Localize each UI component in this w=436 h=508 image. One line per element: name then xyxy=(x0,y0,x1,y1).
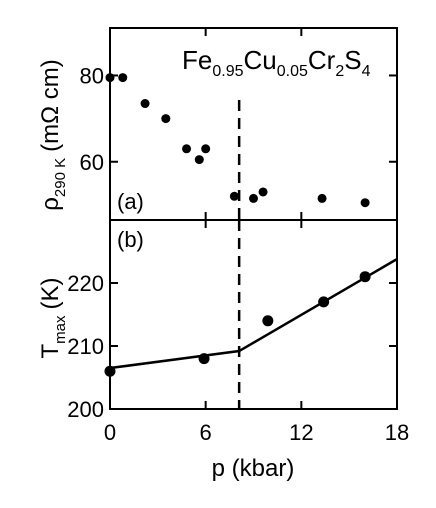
formula-subscript: 4 xyxy=(362,63,371,80)
data-point-a-8 xyxy=(249,193,258,203)
data-point-a-4 xyxy=(182,144,192,154)
ylabel-unit: (mΩ cm) xyxy=(37,59,64,152)
plot-marks-layer xyxy=(104,73,371,377)
formula-element: Fe xyxy=(182,45,212,75)
formula-element: Cu xyxy=(243,45,276,75)
ylabel-symbol: T xyxy=(37,344,64,359)
formula-element: S xyxy=(344,45,361,75)
formula-subscript: 2 xyxy=(335,63,344,80)
formula-subscript: 0.05 xyxy=(277,63,308,80)
y-tick-label-b: 200 xyxy=(67,397,104,422)
ylabel-subscript: max xyxy=(52,315,69,344)
data-point-a-2 xyxy=(140,99,150,109)
ylabel-symbol: ρ xyxy=(37,197,64,211)
data-point-b-2 xyxy=(262,315,274,327)
formula-subscript: 0.95 xyxy=(212,63,243,80)
y-tick-label-a: 80 xyxy=(80,63,104,88)
plot-lines-layer xyxy=(109,100,398,409)
data-point-a-6 xyxy=(201,144,211,154)
x-axis-label: p (kbar) xyxy=(212,455,295,482)
panel-b-frame xyxy=(109,219,398,410)
x-tick-label: 0 xyxy=(104,420,116,445)
y-tick-label-b: 220 xyxy=(67,271,104,296)
ylabel-unit: (K) xyxy=(37,277,64,309)
x-tick-label: 6 xyxy=(200,420,212,445)
formula-element: Cr xyxy=(308,45,336,75)
data-point-a-1 xyxy=(118,73,128,83)
data-point-a-7 xyxy=(229,191,239,201)
x-tick-label: 12 xyxy=(289,420,313,445)
y-tick-label-a: 60 xyxy=(80,150,104,175)
data-point-b-4 xyxy=(359,271,371,283)
data-point-a-5 xyxy=(194,155,204,165)
panel-b-ylabel: Tmax (K) xyxy=(37,277,69,358)
data-point-b-1 xyxy=(198,353,210,365)
fit-line-b xyxy=(109,257,398,370)
panel-a-label: (a) xyxy=(117,189,144,214)
x-tick-label: 18 xyxy=(385,420,409,445)
data-point-a-9 xyxy=(258,187,268,197)
data-point-b-3 xyxy=(318,296,330,308)
panel-a-ylabel: ρ290 K (mΩ cm) xyxy=(37,59,69,210)
axis-ticks-layer: 60 80 200 210 220 0 6 12 18 xyxy=(67,28,409,445)
data-point-a-10 xyxy=(317,193,327,203)
data-point-a-11 xyxy=(360,198,370,208)
data-point-a-3 xyxy=(161,114,171,124)
panel-b-label: (b) xyxy=(117,227,144,252)
ylabel-subscript: 290 K xyxy=(52,158,69,197)
compound-formula: Fe0.95Cu0.05Cr2S4 xyxy=(182,45,371,80)
y-tick-label-b: 210 xyxy=(67,334,104,359)
